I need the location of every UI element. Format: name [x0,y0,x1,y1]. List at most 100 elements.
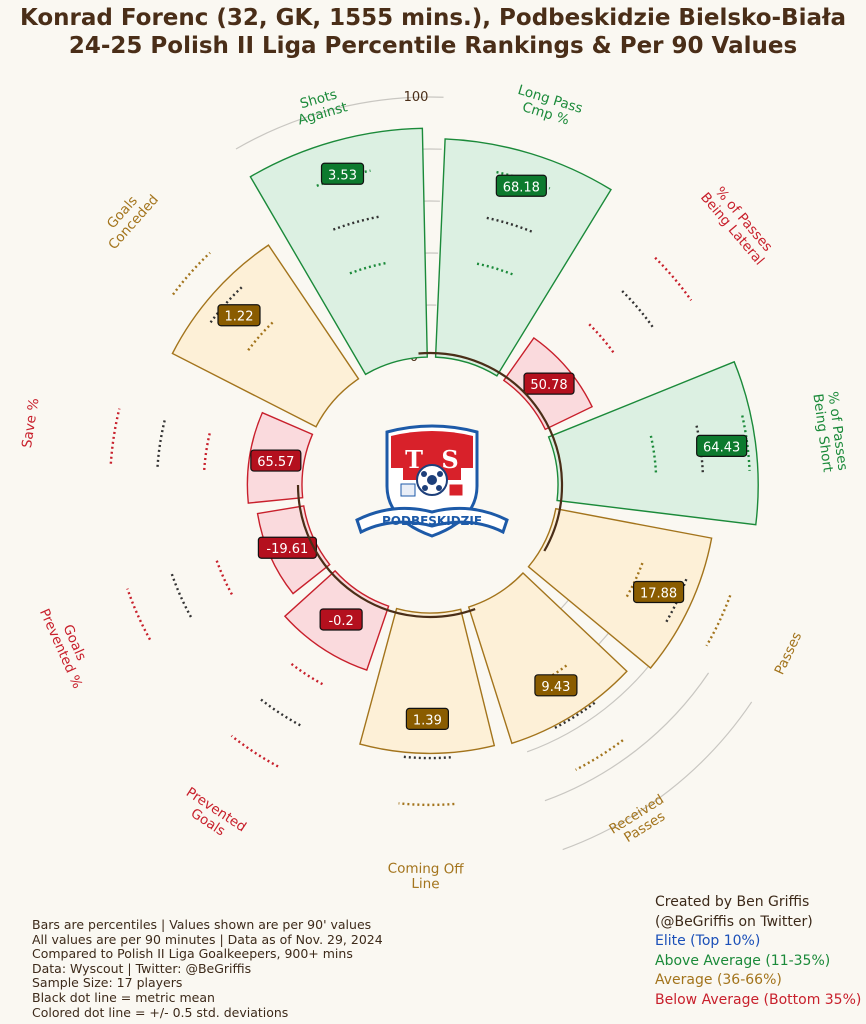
metric-label: PreventedGoals [175,784,249,848]
std-dot-line [316,169,371,187]
inner-arc [296,484,476,619]
mean-dot-line [170,573,192,618]
svg-text:PODBESKIDZIE: PODBESKIDZIE [382,514,482,528]
std-dot-line [126,588,152,641]
value-label: 1.39 [405,707,449,730]
metric-label: ShotsAgainst [292,85,349,129]
metric-label: % of PassesBeing Lateral [697,180,779,268]
std-dot-line [496,170,551,190]
std-dot-line [203,430,212,471]
legend-above-average: Above Average (11-35%) [655,952,831,969]
svg-text:50.78: 50.78 [530,378,567,393]
mean-dot-line [156,419,166,467]
title-line-2: 24-25 Polish II Liga Percentile Rankings… [68,33,798,59]
metric-label: GoalsConceded [94,182,162,253]
metric-label: GoalsPrevented % [36,600,99,691]
std-dot-line [476,262,516,277]
credits-line-1: Created by Ben Griffis [655,894,810,910]
svg-text:17.88: 17.88 [640,586,677,601]
radial-tick-label: 100 [404,90,429,105]
svg-text:-19.61: -19.61 [266,542,308,557]
gridline-arc [544,672,710,802]
std-dot-line [172,251,211,296]
mean-dot-line [332,215,380,231]
note-line: Colored dot line = +/- 0.5 std. deviatio… [32,1004,289,1020]
bar-3 [527,507,713,669]
bar-9 [171,244,360,428]
std-dot-line [288,661,324,686]
mean-dot-line [259,698,301,727]
std-dot-line [398,802,455,807]
credits-legend: Created by Ben Griffis (@BeGriffis on Tw… [655,893,861,1010]
legend-below-average: Below Average (Bottom 35%) [655,991,862,1008]
svg-text:1.22: 1.22 [225,310,254,325]
value-label: 9.43 [534,674,578,697]
title-line-1: Konrad Forenc (32, GK, 1555 mins.), Podb… [19,5,847,31]
svg-text:68.18: 68.18 [503,180,540,195]
std-dot-line [649,435,658,476]
std-dot-line [575,739,624,771]
value-label: -0.2 [319,608,363,631]
svg-text:65.57: 65.57 [257,455,294,470]
svg-text:T: T [405,445,423,474]
std-dot-line [705,594,732,647]
credits-line-2: (@BeGriffis on Twitter) [655,913,813,930]
mean-dot-line [486,216,533,233]
note-line: All values are per 90 minutes | Data as … [32,931,383,947]
note-line: Compared to Polish II Liga Goalkeepers, … [32,946,353,962]
metric-label: Long PassCmp % [511,82,584,131]
value-label: 65.57 [250,449,302,472]
metric-label: Passes [772,630,806,678]
std-dot-line [588,323,616,356]
std-dot-line [230,734,279,768]
value-label: 64.43 [696,434,748,457]
value-label: 1.22 [217,304,261,327]
bar-10 [249,127,428,376]
svg-text:9.43: 9.43 [541,680,570,695]
metric-label: % of PassesBeing Short [809,391,850,474]
svg-text:-0.2: -0.2 [328,614,353,629]
bar-4 [467,571,628,745]
mean-dot-line [621,290,654,328]
bar-5 [359,607,496,755]
metric-label: ReceivedPasses [606,791,675,850]
note-line: Black dot line = metric mean [32,989,215,1005]
mean-dot-line [553,701,596,730]
gridline-arc [562,701,753,851]
mean-dot-line [403,755,451,760]
chart-title: Konrad Forenc (32, GK, 1555 mins.), Podb… [0,4,866,60]
metric-label: Coming OffLine [387,861,464,893]
svg-text:1.39: 1.39 [413,713,442,728]
value-label: 17.88 [632,580,685,604]
std-dot-line [624,562,644,600]
std-dot-line [214,557,233,595]
bar-2 [547,360,759,526]
value-label: -19.61 [257,536,317,559]
svg-text:S: S [441,445,458,474]
std-dot-line [109,408,121,464]
value-label: 68.18 [495,174,547,197]
bar-0 [434,138,612,377]
svg-text:64.43: 64.43 [703,440,740,455]
chart-notes: Bars are percentiles | Values shown are … [32,917,383,1020]
value-label: 50.78 [523,372,575,395]
svg-text:3.53: 3.53 [328,168,357,183]
std-dot-line [741,415,751,471]
mean-dot-line [665,578,688,623]
legend-elite: Elite (Top 10%) [655,933,761,949]
std-dot-line [532,664,568,688]
inner-arc [418,351,564,552]
gridline-arc [235,96,444,150]
metric-label: Save % [19,397,43,449]
note-line: Bars are percentiles | Values shown are … [32,917,372,932]
mean-dot-line [695,425,705,473]
mean-dot-line [209,285,244,324]
note-line: Sample Size: 17 players [32,975,183,991]
std-dot-line [247,319,276,351]
std-dot-line [349,261,389,275]
club-crest-logo: T S PODBESKIDZIE [355,424,509,538]
legend-average: Average (36-66%) [655,972,782,988]
note-line: Data: Wyscout | Twitter: @BeGriffis [32,960,252,976]
std-dot-line [654,256,693,301]
